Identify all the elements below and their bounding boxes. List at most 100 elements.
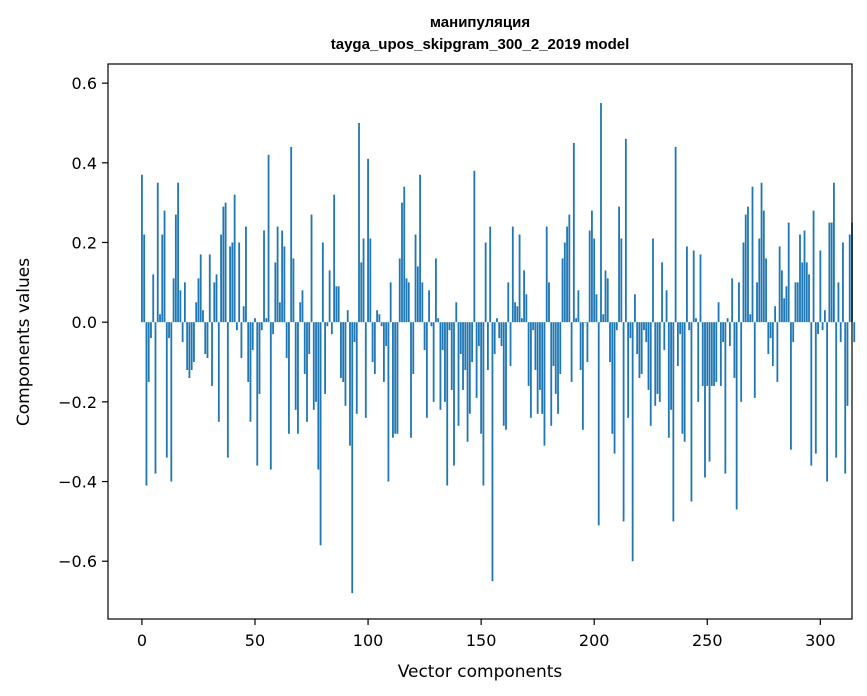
bar [704, 322, 706, 478]
bar [416, 266, 419, 323]
bar [794, 282, 797, 323]
bar [792, 322, 795, 343]
bar [251, 322, 254, 351]
bar [319, 322, 322, 546]
bar [812, 210, 815, 323]
bar [514, 302, 516, 323]
bar [518, 234, 521, 323]
bar [256, 322, 259, 466]
bar [654, 322, 657, 406]
bar [179, 290, 182, 323]
bar [369, 238, 372, 323]
bar [839, 322, 842, 343]
bar [634, 294, 636, 323]
bar [539, 322, 541, 390]
bar [181, 322, 184, 343]
bar [215, 274, 218, 323]
bar [430, 322, 433, 327]
bar [174, 214, 177, 323]
bar [482, 322, 485, 486]
bar [441, 322, 444, 351]
bar [620, 238, 623, 323]
x-axis: 0 50 100 150 200 250 300 [137, 619, 836, 650]
bar [767, 322, 770, 355]
bar [588, 230, 591, 323]
bar [437, 318, 440, 323]
y-tick-label: 0.4 [72, 154, 97, 173]
bar [681, 322, 684, 434]
x-tick-label: 150 [466, 631, 497, 650]
bar [143, 234, 146, 323]
bar [762, 210, 765, 323]
bar [297, 322, 299, 434]
x-tick-label: 50 [245, 631, 265, 650]
bar [600, 103, 602, 323]
bar [636, 322, 639, 355]
bar [803, 230, 806, 323]
bar [333, 194, 336, 323]
bar [591, 210, 593, 323]
bar [222, 206, 225, 323]
bar [749, 314, 752, 323]
bar [150, 322, 152, 339]
bar-series [141, 103, 856, 594]
bar [154, 322, 157, 474]
bar [790, 322, 792, 450]
bar [774, 306, 777, 323]
bar [344, 322, 347, 406]
bar [500, 322, 503, 347]
bar [170, 322, 173, 482]
bar [396, 322, 399, 434]
bar [398, 258, 401, 323]
bar [640, 322, 643, 374]
bar [563, 242, 566, 323]
bar [830, 222, 833, 323]
bar [527, 322, 530, 386]
bar [229, 246, 232, 323]
bar [699, 254, 702, 323]
bar [489, 226, 492, 323]
bar [202, 310, 204, 323]
x-tick-label: 250 [692, 631, 723, 650]
bar [638, 322, 641, 378]
bar [511, 226, 514, 323]
bar [224, 202, 227, 323]
bar [561, 258, 564, 323]
bar [525, 294, 528, 323]
bar [312, 322, 315, 410]
bar [780, 270, 783, 323]
bar [606, 278, 609, 323]
bar [844, 322, 847, 474]
bar [349, 322, 351, 446]
bar [163, 210, 166, 323]
bar [475, 322, 478, 398]
bar [692, 250, 695, 323]
bar [663, 322, 666, 351]
bar [686, 246, 688, 323]
bar [288, 322, 290, 434]
bar [172, 278, 175, 323]
bar [778, 246, 781, 323]
x-tick-label: 200 [579, 631, 610, 650]
bar [177, 182, 180, 323]
bar [529, 322, 532, 418]
bar [697, 322, 700, 402]
bar [543, 322, 546, 446]
bar [505, 322, 507, 430]
bar [328, 270, 331, 323]
bar [407, 282, 410, 323]
bar [701, 322, 704, 386]
bar [421, 282, 424, 323]
bar [159, 314, 161, 323]
bar [419, 174, 421, 323]
bar [758, 238, 761, 323]
bar [186, 322, 189, 370]
bar [367, 158, 369, 323]
bar [346, 310, 349, 323]
bar [459, 322, 462, 355]
bar [679, 322, 682, 335]
y-tick-label: 0.0 [72, 313, 97, 332]
chart-title-line-1: манипуляция [430, 14, 530, 31]
x-tick-label: 0 [137, 631, 147, 650]
bar [674, 146, 677, 323]
